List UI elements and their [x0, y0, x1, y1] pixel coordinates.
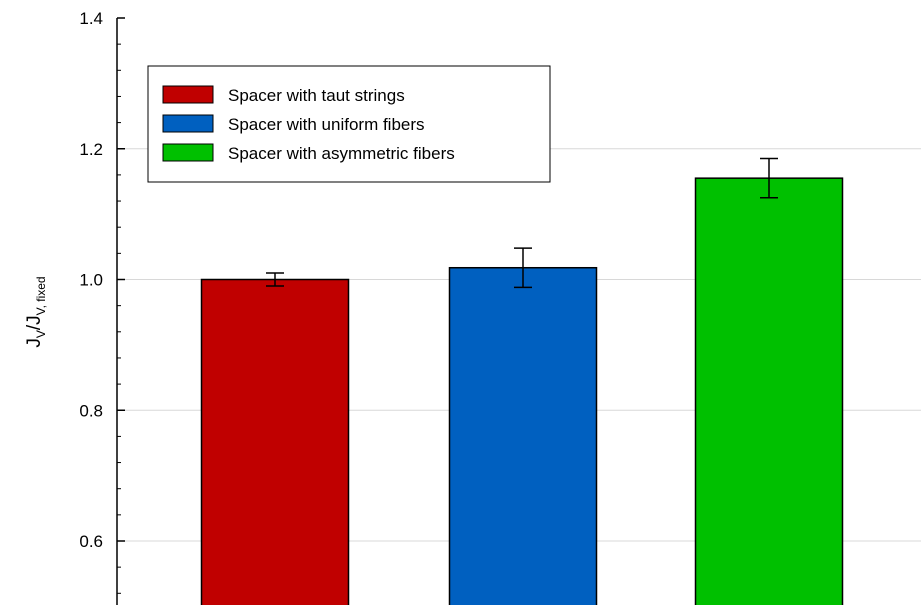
y-axis-label-sub1: V [34, 330, 48, 338]
y-axis-label-main: J [24, 338, 45, 348]
legend-swatch [162, 143, 214, 162]
y-tick-label: 1.4 [79, 9, 103, 28]
y-tick-label: 0.8 [79, 401, 103, 420]
legend-label: Spacer with taut strings [228, 86, 405, 105]
legend-swatch [162, 114, 214, 133]
y-tick-label: 1.2 [79, 140, 103, 159]
svg-text:JV/JV, fixed: JV/JV, fixed [24, 276, 48, 347]
bars [200, 157, 844, 605]
y-axis: 0.6 0.8 1.0 1.2 1.4 [79, 9, 125, 605]
y-tick-label: 0.6 [79, 532, 103, 551]
y-tick-label: 1.0 [79, 271, 103, 290]
legend-box [147, 65, 551, 183]
bar [448, 266, 598, 605]
legend-label: Spacer with asymmetric fibers [228, 144, 455, 163]
y-axis-label: JV/JV, fixed [24, 276, 48, 347]
y-axis-label-mid: /J [24, 315, 45, 330]
legend: Spacer with taut strings Spacer with unif… [147, 65, 551, 183]
y-axis-label-sub2: V, fixed [34, 276, 48, 315]
legend-label: Spacer with uniform fibers [228, 115, 425, 134]
bar [694, 177, 844, 605]
legend-swatch [162, 85, 214, 104]
bar [200, 278, 350, 605]
